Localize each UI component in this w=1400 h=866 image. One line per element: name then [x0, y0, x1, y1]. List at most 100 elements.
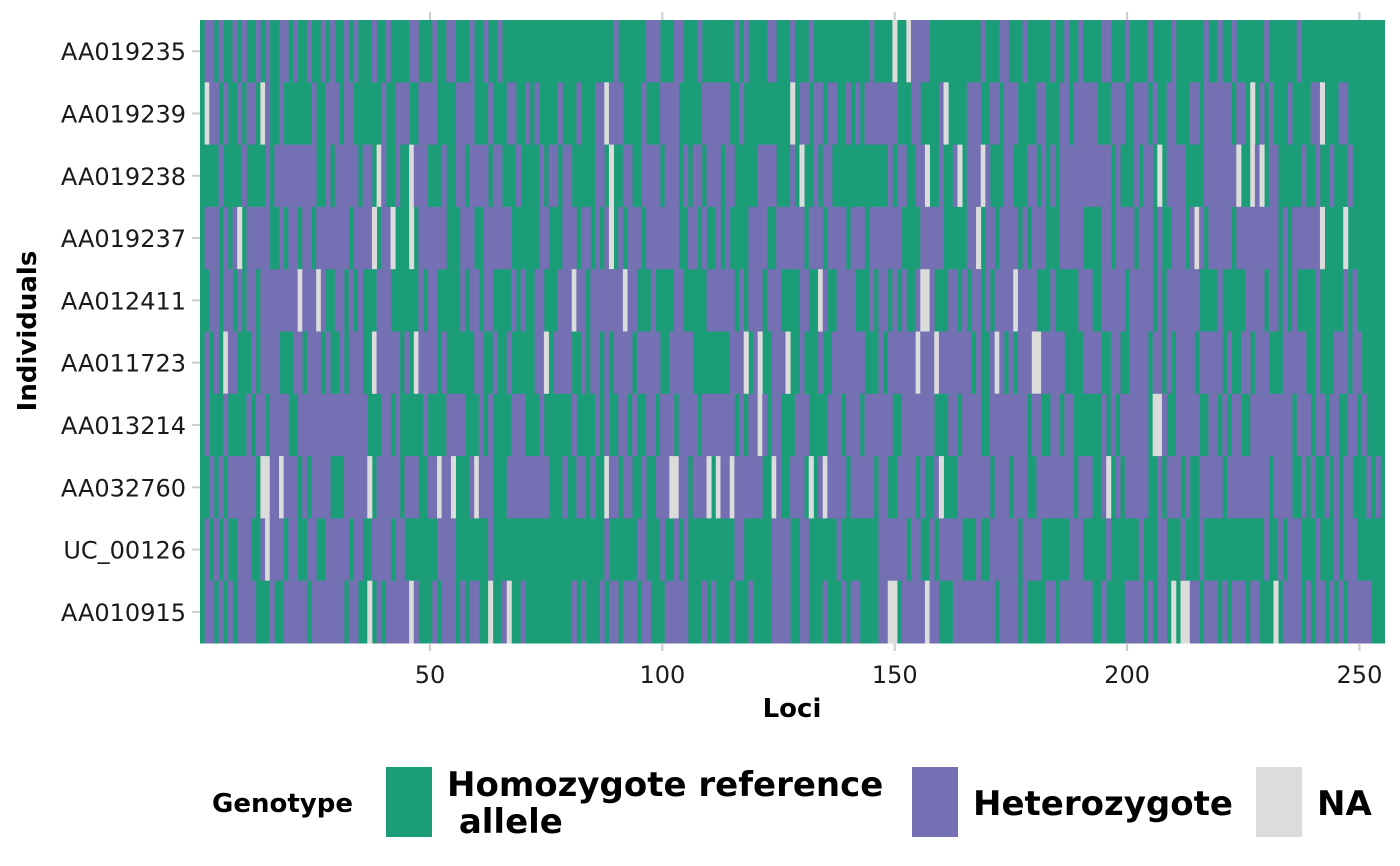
- heatmap-cell: [976, 331, 982, 395]
- heatmap-cell: [1166, 331, 1172, 395]
- heatmap-cell: [1157, 269, 1163, 332]
- y-tick-label: AA010915: [61, 599, 186, 627]
- y-tick-label: UC_00126: [63, 537, 186, 565]
- heatmap-cell: [757, 144, 777, 208]
- heatmap-cell: [325, 331, 331, 395]
- heatmap-cell: [766, 269, 782, 332]
- heatmap-cell: [887, 144, 893, 208]
- heatmap-cell: [488, 518, 494, 582]
- heatmap-cell: [1166, 269, 1200, 332]
- heatmap-cell: [1315, 144, 1321, 208]
- heatmap-cell: [748, 206, 768, 270]
- heatmap-cell: [1143, 144, 1154, 208]
- heatmap-cell: [469, 20, 475, 83]
- heatmap-cell: [980, 20, 986, 83]
- heatmap-cell: [604, 456, 610, 519]
- heatmap-cell: [223, 269, 233, 332]
- heatmap-cell: [348, 331, 364, 395]
- heatmap-cell: [427, 456, 438, 519]
- heatmap-cell: [381, 144, 387, 208]
- heatmap-cell: [608, 580, 619, 644]
- heatmap-cell: [892, 20, 898, 83]
- heatmap-cell: [622, 269, 628, 332]
- heatmap-cell: [483, 20, 489, 83]
- heatmap-cell: [1315, 331, 1321, 395]
- heatmap-cell: [204, 393, 210, 457]
- heatmap-cell: [478, 393, 484, 457]
- heatmap-cell: [641, 144, 661, 208]
- heatmap-cell: [353, 20, 359, 83]
- heatmap-cell: [827, 206, 847, 270]
- heatmap-cell: [897, 144, 907, 208]
- heatmap-cell: [850, 456, 875, 519]
- heatmap-cell: [1171, 206, 1186, 270]
- y-tick-label: AA019237: [61, 225, 186, 253]
- heatmap-cell: [841, 580, 847, 644]
- heatmap-cell: [1268, 82, 1274, 146]
- heatmap-cell: [492, 144, 503, 208]
- heatmap-cell: [348, 269, 354, 332]
- heatmap-cell: [441, 456, 452, 519]
- heatmap-row-AA013214: [200, 393, 1385, 457]
- heatmap-cell: [743, 20, 749, 83]
- heatmap-cell: [292, 20, 298, 83]
- heatmap-cell: [1078, 20, 1084, 83]
- heatmap-cell: [1315, 518, 1321, 582]
- heatmap-cell: [1166, 82, 1177, 146]
- heatmap-cell: [269, 518, 285, 582]
- heatmap-cell: [962, 269, 968, 332]
- heatmap-cell: [976, 518, 982, 582]
- heatmap-cell: [1366, 456, 1372, 519]
- heatmap-cell: [622, 456, 633, 519]
- heatmap-cell: [1031, 206, 1047, 270]
- heatmap-cell: [367, 456, 373, 519]
- heatmap-cell: [209, 82, 219, 146]
- heatmap-cell: [232, 20, 238, 83]
- heatmap-cell: [771, 393, 782, 457]
- heatmap-cell: [409, 206, 415, 270]
- heatmap-cell: [966, 82, 982, 146]
- heatmap-cell: [237, 580, 257, 644]
- heatmap-cell: [725, 206, 731, 270]
- heatmap-cell: [739, 269, 745, 332]
- heatmap-cell: [595, 82, 605, 146]
- heatmap-cell: [1333, 518, 1339, 582]
- heatmap-cell: [279, 82, 285, 146]
- heatmap-cell: [469, 580, 480, 644]
- heatmap-cell: [483, 269, 494, 332]
- heatmap-cell: [1064, 393, 1075, 457]
- heatmap-cell: [288, 206, 298, 270]
- heatmap-cell: [1189, 206, 1195, 270]
- heatmap-cell: [446, 20, 456, 83]
- heatmap-cell: [469, 269, 480, 332]
- heatmap-cell: [260, 331, 280, 395]
- heatmap-cell: [836, 269, 856, 332]
- heatmap-cell: [334, 269, 345, 332]
- heatmap-cell: [381, 393, 391, 457]
- heatmap-cell: [929, 580, 940, 644]
- heatmap-cell: [395, 82, 410, 146]
- heatmap-cell: [1175, 393, 1200, 457]
- heatmap-cell: [734, 456, 763, 519]
- heatmap-cell: [1022, 518, 1042, 582]
- heatmap-cell: [474, 456, 480, 519]
- heatmap-cell: [845, 393, 861, 457]
- heatmap-cell: [450, 456, 456, 519]
- x-axis-ticks: 50 100 150 200 250: [415, 12, 1382, 689]
- heatmap-cell: [297, 269, 303, 332]
- heatmap-cell: [864, 393, 893, 457]
- heatmap-cell: [660, 82, 680, 146]
- heatmap-cell: [627, 206, 642, 270]
- heatmap-cell: [604, 518, 610, 582]
- heatmap-cell: [938, 518, 963, 582]
- heatmap-cell: [985, 206, 996, 270]
- heatmap-cell: [1236, 144, 1242, 208]
- heatmap-cell: [720, 456, 731, 519]
- heatmap-cell: [1106, 456, 1112, 519]
- heatmap-cell: [1231, 20, 1237, 83]
- heatmap-cell: [776, 456, 782, 519]
- heatmap-cell: [1245, 269, 1265, 332]
- heatmap-cell: [692, 456, 707, 519]
- heatmap-cell: [581, 331, 587, 395]
- heatmap-cell: [1152, 393, 1163, 457]
